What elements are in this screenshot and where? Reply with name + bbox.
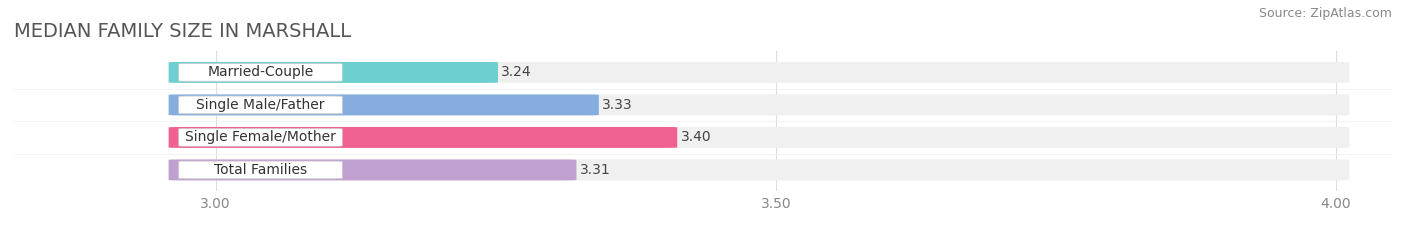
Text: 3.40: 3.40 (681, 130, 711, 144)
Text: Total Families: Total Families (214, 163, 307, 177)
FancyBboxPatch shape (169, 127, 1350, 148)
FancyBboxPatch shape (169, 62, 498, 83)
Text: Single Female/Mother: Single Female/Mother (186, 130, 336, 144)
Text: Single Male/Father: Single Male/Father (197, 98, 325, 112)
FancyBboxPatch shape (169, 62, 1350, 83)
FancyBboxPatch shape (179, 64, 342, 81)
Text: MEDIAN FAMILY SIZE IN MARSHALL: MEDIAN FAMILY SIZE IN MARSHALL (14, 22, 352, 41)
FancyBboxPatch shape (169, 159, 576, 180)
Text: Source: ZipAtlas.com: Source: ZipAtlas.com (1258, 7, 1392, 20)
FancyBboxPatch shape (179, 161, 342, 179)
Text: 3.31: 3.31 (579, 163, 610, 177)
FancyBboxPatch shape (179, 129, 342, 146)
FancyBboxPatch shape (169, 94, 1350, 115)
Text: 3.24: 3.24 (502, 65, 531, 79)
FancyBboxPatch shape (169, 159, 1350, 180)
FancyBboxPatch shape (169, 94, 599, 115)
Text: Married-Couple: Married-Couple (208, 65, 314, 79)
Text: 3.33: 3.33 (602, 98, 633, 112)
FancyBboxPatch shape (179, 96, 342, 114)
FancyBboxPatch shape (169, 127, 678, 148)
